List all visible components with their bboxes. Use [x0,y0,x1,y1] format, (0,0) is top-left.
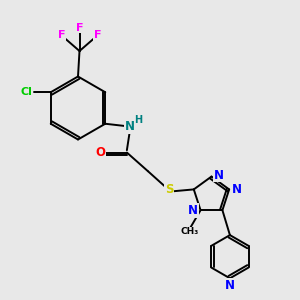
Text: N: N [214,169,224,182]
Text: O: O [95,146,105,159]
Text: N: N [188,204,198,217]
Text: CH₃: CH₃ [181,227,199,236]
Text: N: N [225,279,235,292]
Text: N: N [125,120,135,133]
Text: F: F [76,22,83,33]
Text: F: F [58,30,65,40]
Text: S: S [165,183,173,196]
Text: F: F [94,30,101,40]
Text: Cl: Cl [20,87,32,97]
Text: H: H [134,115,142,124]
Text: N: N [232,183,242,196]
